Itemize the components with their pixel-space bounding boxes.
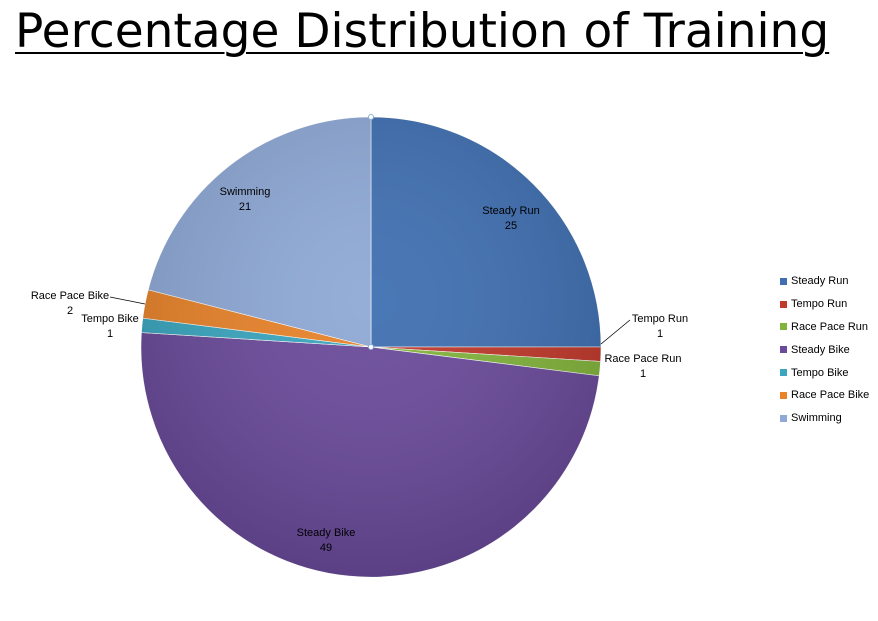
slice-label-steady-run: Steady Run 25 [482, 205, 539, 232]
slice-label-swimming: Swimming 21 [220, 186, 271, 213]
legend-swatch [780, 300, 787, 308]
slice-label-tempo-bike: Tempo Bike 1 [81, 313, 138, 340]
legend-label: Race Pace Run [791, 320, 869, 333]
legend-swatch [780, 323, 787, 331]
legend-label: Tempo Bike [791, 366, 849, 379]
legend-item-steady-bike: Steady Bike [780, 338, 875, 361]
legend-swatch [780, 346, 787, 354]
slice-label-race-pace-run: Race Pace Run 1 [604, 353, 681, 380]
chart-legend: Steady Run Tempo Run Race Pace Run Steady B… [780, 270, 875, 430]
chart-title: Percentage Distribution of Training [15, 4, 830, 59]
slice-label-race-pace-bike: Race Pace Bike 2 [31, 290, 109, 317]
slice-label-steady-bike: Steady Bike 49 [297, 527, 356, 554]
legend-item-tempo-run: Tempo Run [780, 293, 875, 316]
legend-label: Steady Run [791, 275, 849, 288]
legend-item-swimming: Swimming [780, 407, 875, 430]
slice-label-tempo-run: Tempo Run 1 [632, 313, 688, 340]
legend-swatch [780, 277, 787, 285]
legend-swatch [780, 414, 787, 422]
pie-center-handle [368, 344, 374, 350]
leader-line-race-pace-bike [109, 296, 146, 305]
legend-label: Swimming [791, 412, 842, 425]
legend-label: Steady Bike [791, 343, 850, 356]
legend-item-steady-run: Steady Run [780, 270, 875, 293]
legend-item-tempo-bike: Tempo Bike [780, 361, 875, 384]
leader-line-tempo-run [600, 319, 631, 345]
legend-label: Tempo Run [791, 298, 848, 311]
pie-slice-steady-run [370, 116, 602, 348]
pie-top-handle [368, 114, 374, 120]
legend-swatch [780, 369, 787, 377]
pie-slice-steady-bike [140, 332, 600, 578]
legend-item-race-pace-bike: Race Pace Bike [780, 384, 875, 407]
legend-swatch [780, 391, 787, 399]
legend-label: Race Pace Bike [791, 389, 870, 402]
legend-item-race-pace-run: Race Pace Run [780, 316, 875, 339]
